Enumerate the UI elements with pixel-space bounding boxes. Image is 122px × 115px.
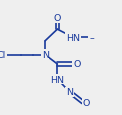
- Text: N: N: [42, 51, 49, 60]
- Text: HN: HN: [50, 75, 64, 84]
- Text: HN: HN: [66, 33, 80, 42]
- Text: O: O: [73, 60, 81, 69]
- Text: Cl: Cl: [0, 51, 6, 60]
- Text: O: O: [54, 14, 61, 23]
- Text: O: O: [83, 98, 90, 107]
- Text: –: –: [89, 33, 94, 42]
- Text: N: N: [66, 88, 73, 96]
